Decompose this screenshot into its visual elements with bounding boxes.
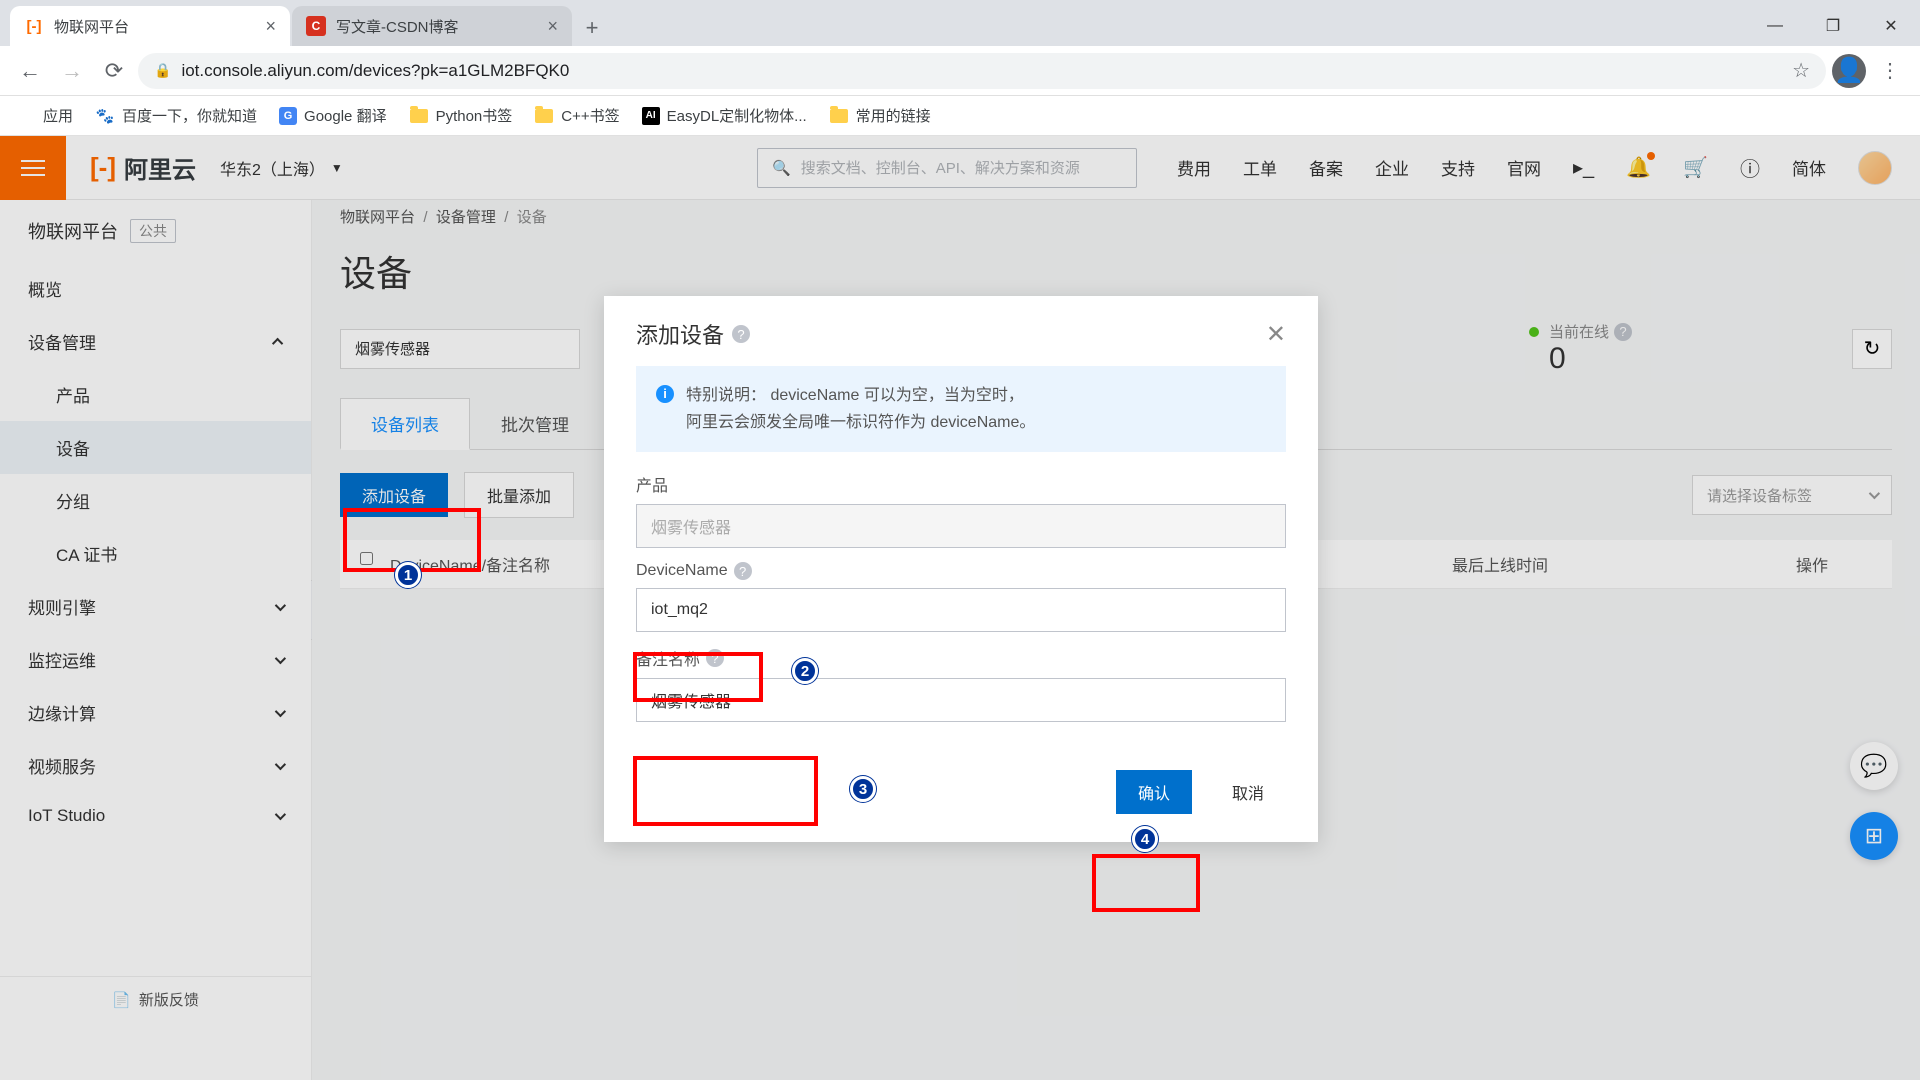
devicename-input[interactable] (636, 588, 1286, 632)
reload-icon[interactable]: ⟳ (96, 53, 132, 89)
remark-input[interactable] (636, 678, 1286, 722)
new-tab-button[interactable]: + (574, 10, 610, 46)
window-controls: — ❐ ✕ (1746, 6, 1920, 46)
menu-kebab-icon[interactable]: ⋮ (1872, 53, 1908, 89)
devicename-label: DeviceName ? (636, 562, 1286, 580)
url-text: iot.console.aliyun.com/devices?pk=a1GLM2… (181, 61, 569, 81)
bookmark-easydl[interactable]: AI EasyDL定制化物体... (642, 105, 807, 126)
minimize-icon[interactable]: — (1746, 6, 1804, 46)
tab-close-icon[interactable]: × (265, 16, 276, 37)
help-icon[interactable]: ? (732, 325, 750, 343)
tab-title: 写文章-CSDN博客 (336, 16, 459, 37)
bookmark-star-icon[interactable]: ☆ (1792, 58, 1810, 83)
maximize-icon[interactable]: ❐ (1804, 6, 1862, 46)
help-icon[interactable]: ? (734, 562, 752, 580)
folder-icon (829, 106, 849, 126)
address-bar: ← → ⟳ 🔒 iot.console.aliyun.com/devices?p… (0, 46, 1920, 96)
folder-icon (409, 106, 429, 126)
ai-icon: AI (642, 107, 660, 125)
forward-icon[interactable]: → (54, 53, 90, 89)
info-icon: i (656, 385, 674, 403)
bookmark-python[interactable]: Python书签 (409, 105, 513, 126)
cancel-button[interactable]: 取消 (1210, 770, 1286, 814)
url-input[interactable]: 🔒 iot.console.aliyun.com/devices?pk=a1GL… (138, 53, 1826, 89)
product-display (636, 504, 1286, 548)
info-notice: i 特别说明： deviceName 可以为空，当为空时， 阿里云会颁发全局唯一… (636, 366, 1286, 452)
tab-favicon-csdn-icon: C (306, 16, 326, 36)
help-icon[interactable]: ? (706, 649, 724, 667)
tab-close-icon[interactable]: × (547, 16, 558, 37)
browser-tab-active[interactable]: [-] 物联网平台 × (10, 6, 290, 46)
bookmark-cpp[interactable]: C++书签 (534, 105, 619, 126)
modal-title: 添加设备 ? (636, 318, 750, 350)
tab-title: 物联网平台 (54, 16, 129, 37)
profile-icon[interactable]: 👤 (1832, 54, 1866, 88)
lock-icon: 🔒 (154, 62, 171, 79)
google-translate-icon: G (279, 107, 297, 125)
add-device-modal: 添加设备 ? ✕ i 特别说明： deviceName 可以为空，当为空时， 阿… (604, 296, 1318, 842)
remark-label: 备注名称 ? (636, 646, 1286, 670)
tab-favicon-iot-icon: [-] (24, 16, 44, 36)
bookmark-common[interactable]: 常用的链接 (829, 105, 931, 126)
apps-grid-icon (16, 106, 36, 126)
bookmark-baidu[interactable]: 🐾 百度一下，你就知道 (95, 105, 257, 126)
close-window-icon[interactable]: ✕ (1862, 6, 1920, 46)
bookmark-google-translate[interactable]: G Google 翻译 (279, 105, 387, 126)
back-icon[interactable]: ← (12, 53, 48, 89)
bookmark-apps[interactable]: 应用 (16, 105, 73, 126)
browser-tab-strip: [-] 物联网平台 × C 写文章-CSDN博客 × + — ❐ ✕ (0, 0, 1920, 46)
browser-tab-inactive[interactable]: C 写文章-CSDN博客 × (292, 6, 572, 46)
folder-icon (534, 106, 554, 126)
bookmarks-bar: 应用 🐾 百度一下，你就知道 G Google 翻译 Python书签 C++书… (0, 96, 1920, 136)
product-label: 产品 (636, 472, 1286, 496)
baidu-paw-icon: 🐾 (95, 106, 115, 126)
confirm-button[interactable]: 确认 (1116, 770, 1192, 814)
modal-close-icon[interactable]: ✕ (1266, 320, 1286, 349)
